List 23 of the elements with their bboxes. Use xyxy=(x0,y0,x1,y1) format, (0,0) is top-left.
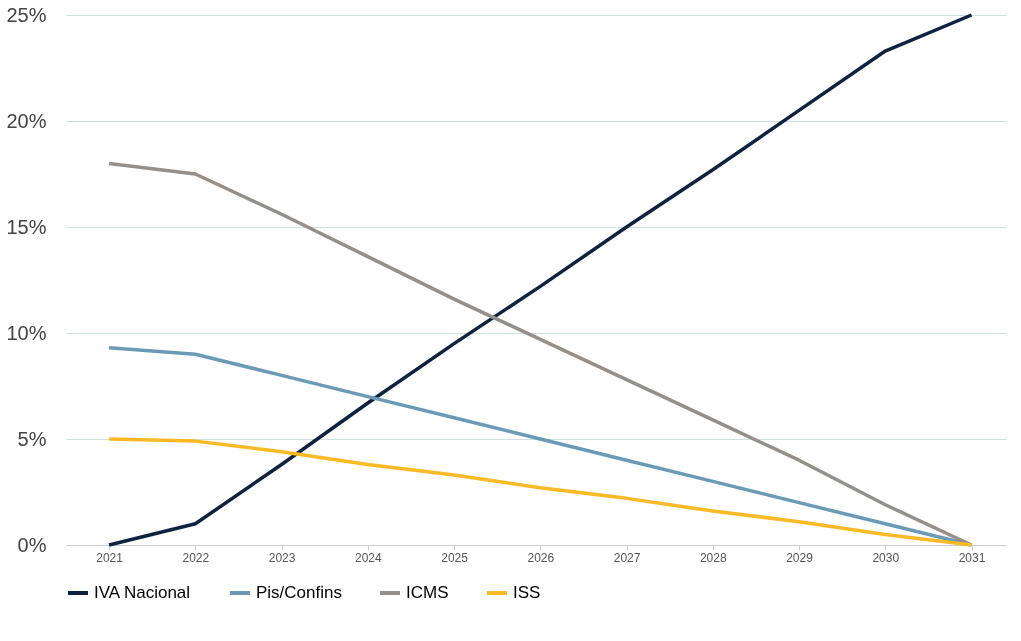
y-tick-label: 25% xyxy=(6,3,47,26)
x-tick-label: 2028 xyxy=(699,550,727,565)
x-tick-label: 2027 xyxy=(613,550,641,565)
legend-label: Pis/Confins xyxy=(256,583,342,602)
y-tick-label: 20% xyxy=(6,109,47,132)
y-tick-label: 15% xyxy=(6,215,47,238)
y-tick-label: 0% xyxy=(17,533,47,556)
x-tick-label: 2021 xyxy=(96,550,124,565)
legend-label: ICMS xyxy=(406,583,449,602)
y-tick-label: 5% xyxy=(17,427,47,450)
x-tick-label: 2026 xyxy=(527,550,555,565)
x-tick-label: 2029 xyxy=(786,550,814,565)
x-tick-label: 2025 xyxy=(441,550,469,565)
x-tick-label: 2023 xyxy=(268,550,296,565)
line-series xyxy=(107,13,974,547)
legend-label: IVA Nacional xyxy=(94,583,191,602)
line-series xyxy=(107,437,974,547)
x-tick-label: 2022 xyxy=(182,550,210,565)
x-tick-label: 2030 xyxy=(872,550,900,565)
y-tick-label: 10% xyxy=(6,321,47,344)
x-tick-label: 2024 xyxy=(354,550,382,565)
legend-label: ISS xyxy=(513,583,541,602)
x-tick-label: 2031 xyxy=(958,550,986,565)
